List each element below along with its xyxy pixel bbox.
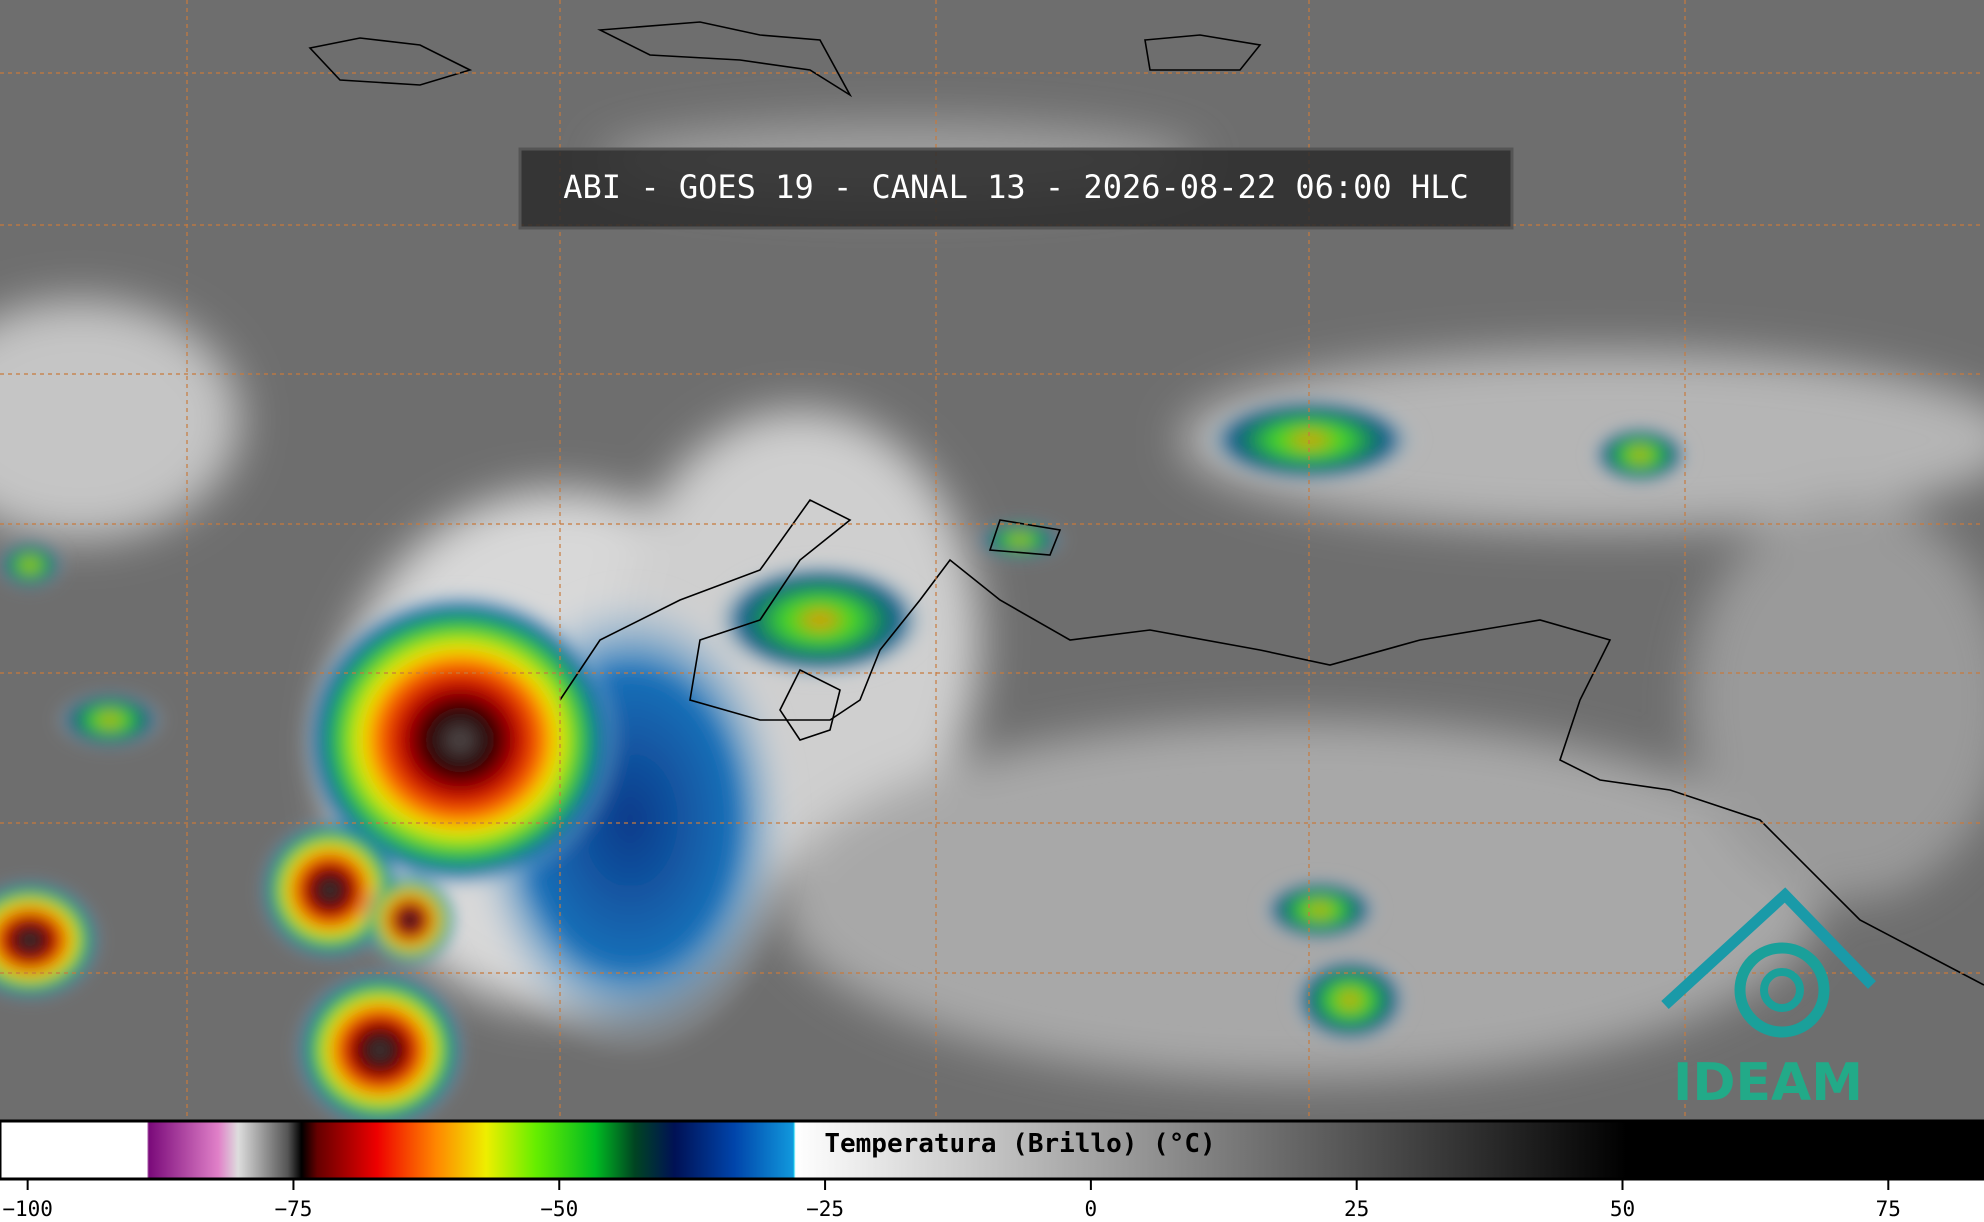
tick-label: 50 — [1610, 1197, 1635, 1221]
tick-label: 75 — [1876, 1197, 1901, 1221]
title-box — [518, 147, 1514, 230]
logo: IDEAM — [1661, 887, 1876, 1113]
colorbar-ticks: −100 −75 −50 −25 0 25 50 75 — [2, 1179, 1901, 1221]
tick-label: −100 — [2, 1197, 53, 1221]
title: ABI - GOES 19 - CANAL 13 - 2026-08-22 06… — [563, 168, 1468, 206]
coastlines — [308, 21, 1984, 986]
colorbar — [0, 1119, 1984, 1181]
logo-text: IDEAM — [1673, 1053, 1863, 1113]
colorbar-label: Temperatura (Brillo) (°C) — [824, 1129, 1215, 1159]
tick-label: −50 — [540, 1197, 578, 1221]
tick-label: −75 — [274, 1197, 312, 1221]
tick-label: 25 — [1344, 1197, 1369, 1221]
convection — [0, 395, 1690, 1130]
tick-label: −25 — [806, 1197, 844, 1221]
tick-label: 0 — [1085, 1197, 1098, 1221]
